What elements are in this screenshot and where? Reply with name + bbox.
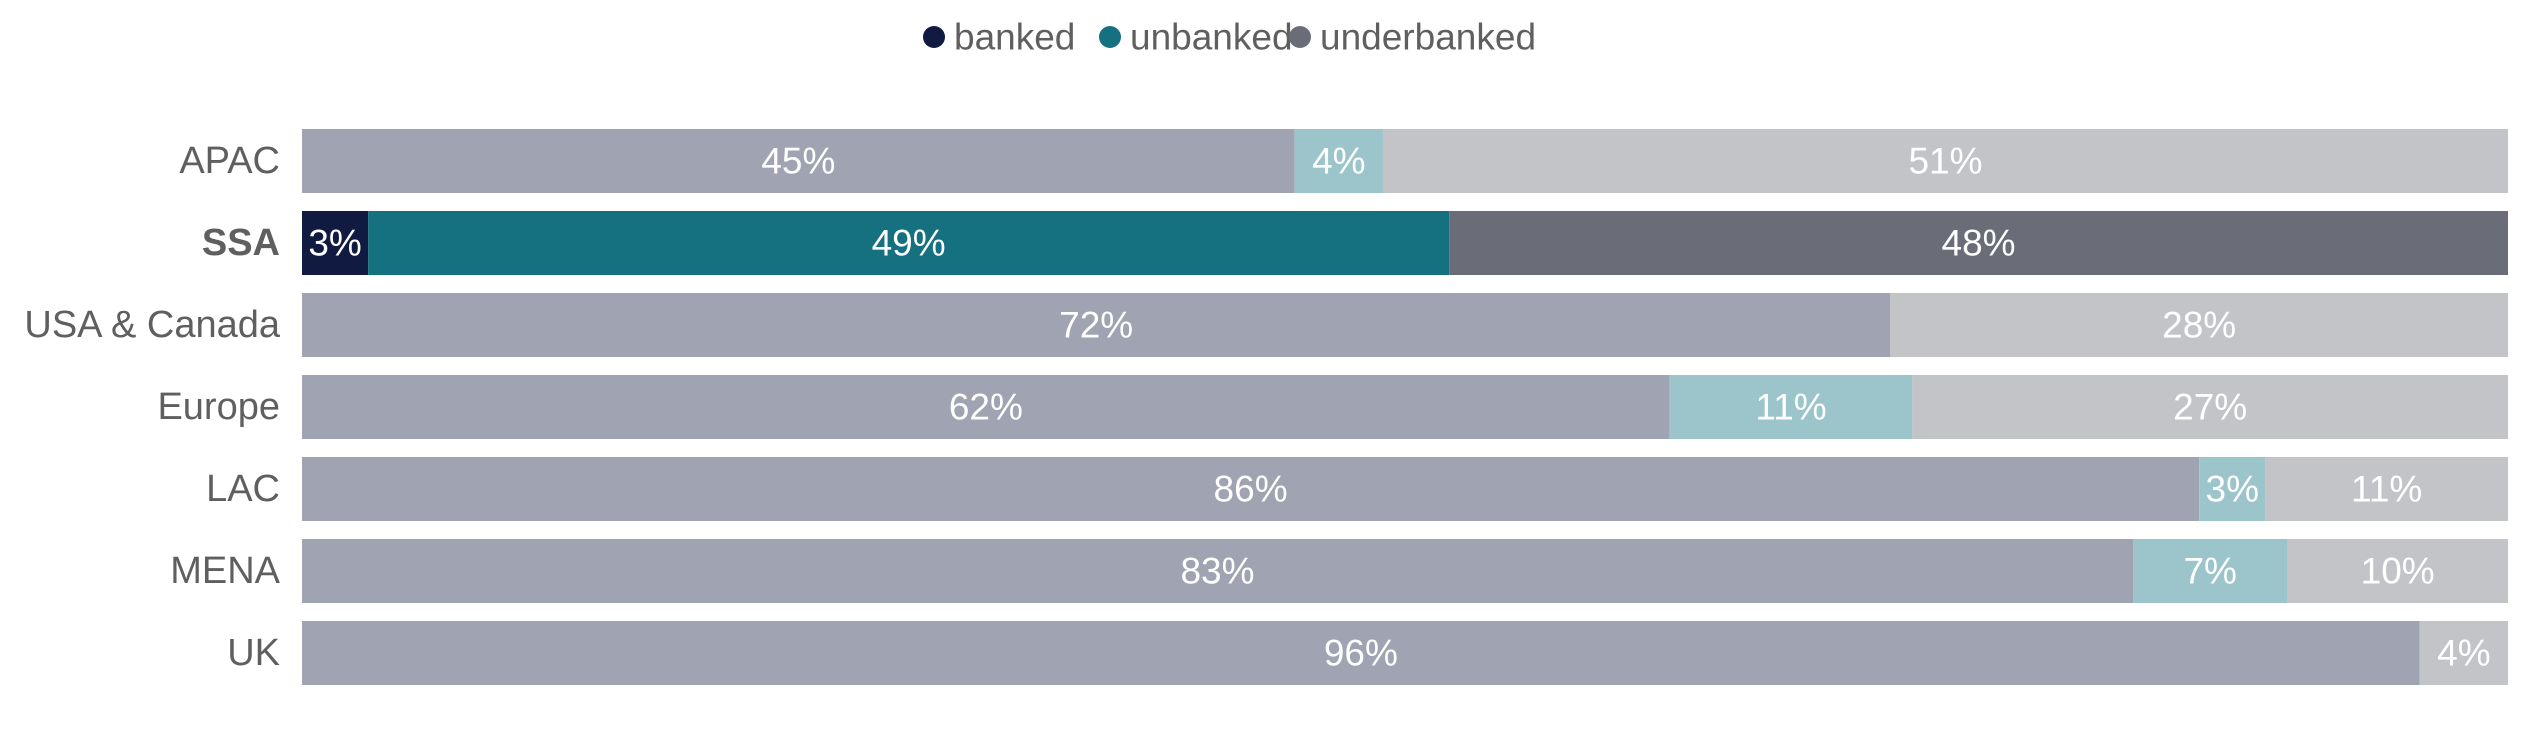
data-label-uk-underbanked: 4% xyxy=(2437,633,2490,674)
data-label-usa-and-canada-underbanked: 28% xyxy=(2162,305,2236,346)
category-label-ssa: SSA xyxy=(202,222,280,264)
bar-uk-banked xyxy=(302,621,2420,685)
legend: banked unbanked underbanked xyxy=(923,17,1536,58)
bar-europe-unbanked xyxy=(1669,375,1913,439)
category-label-usa-and-canada: USA & Canada xyxy=(24,304,280,346)
data-label-ssa-banked: 3% xyxy=(308,223,361,264)
legend-marker-unbanked xyxy=(1099,26,1121,48)
bar-ssa-unbanked xyxy=(368,211,1450,275)
legend-label-underbanked: underbanked xyxy=(1320,17,1536,58)
category-axis: APAC SSA USA & Canada Europe LAC MENA UK xyxy=(24,140,280,674)
bar-uk-underbanked xyxy=(2419,621,2508,685)
data-label-europe-banked: 62% xyxy=(949,387,1023,428)
data-label-mena-underbanked: 10% xyxy=(2361,551,2435,592)
bars xyxy=(302,129,2508,685)
data-label-lac-unbanked: 3% xyxy=(2206,469,2259,510)
bar-mena-underbanked xyxy=(2287,539,2508,603)
data-label-lac-underbanked: 11% xyxy=(2351,469,2422,510)
data-label-ssa-underbanked: 48% xyxy=(1942,223,2016,264)
category-label-lac: LAC xyxy=(206,468,280,510)
legend-label-banked: banked xyxy=(954,17,1075,58)
data-label-uk-banked: 96% xyxy=(1324,633,1398,674)
bar-mena-unbanked xyxy=(2132,539,2288,603)
legend-marker-banked xyxy=(923,26,945,48)
legend-marker-underbanked xyxy=(1289,26,1311,48)
bar-usa-and-canada-underbanked xyxy=(1890,293,2508,357)
bar-apac-underbanked xyxy=(1382,129,2508,193)
category-label-europe: Europe xyxy=(157,386,280,428)
bar-lac-underbanked xyxy=(2265,457,2508,521)
data-label-europe-underbanked: 27% xyxy=(2173,387,2247,428)
category-label-mena: MENA xyxy=(170,550,280,592)
bar-lac-unbanked xyxy=(2199,457,2266,521)
bar-mena-banked xyxy=(302,539,2133,603)
data-label-ssa-unbanked: 49% xyxy=(872,223,946,264)
data-label-apac-banked: 45% xyxy=(761,141,835,182)
data-label-mena-banked: 83% xyxy=(1180,551,1254,592)
bar-europe-underbanked xyxy=(1912,375,2508,439)
bar-ssa-banked xyxy=(302,211,369,275)
data-label-apac-unbanked: 4% xyxy=(1312,141,1365,182)
bar-usa-and-canada-banked xyxy=(302,293,1891,357)
bar-europe-banked xyxy=(302,375,1670,439)
data-label-mena-unbanked: 7% xyxy=(2183,551,2236,592)
category-label-apac: APAC xyxy=(179,140,280,182)
bar-ssa-underbanked xyxy=(1449,211,2508,275)
bar-lac-banked xyxy=(302,457,2200,521)
category-label-uk: UK xyxy=(227,632,280,674)
data-label-apac-underbanked: 51% xyxy=(1908,141,1982,182)
data-labels: 45% 4% 51% 3% 49% 48% 72% 28% 62% 11% 27% 86% 3% 11% 8… xyxy=(308,141,2490,674)
data-label-lac-banked: 86% xyxy=(1214,469,1288,510)
legend-label-unbanked: unbanked xyxy=(1130,17,1293,58)
bar-apac-banked xyxy=(302,129,1295,193)
bar-apac-unbanked xyxy=(1294,129,1383,193)
data-label-usa-and-canada-banked: 72% xyxy=(1059,305,1133,346)
data-label-europe-unbanked: 11% xyxy=(1755,387,1826,428)
